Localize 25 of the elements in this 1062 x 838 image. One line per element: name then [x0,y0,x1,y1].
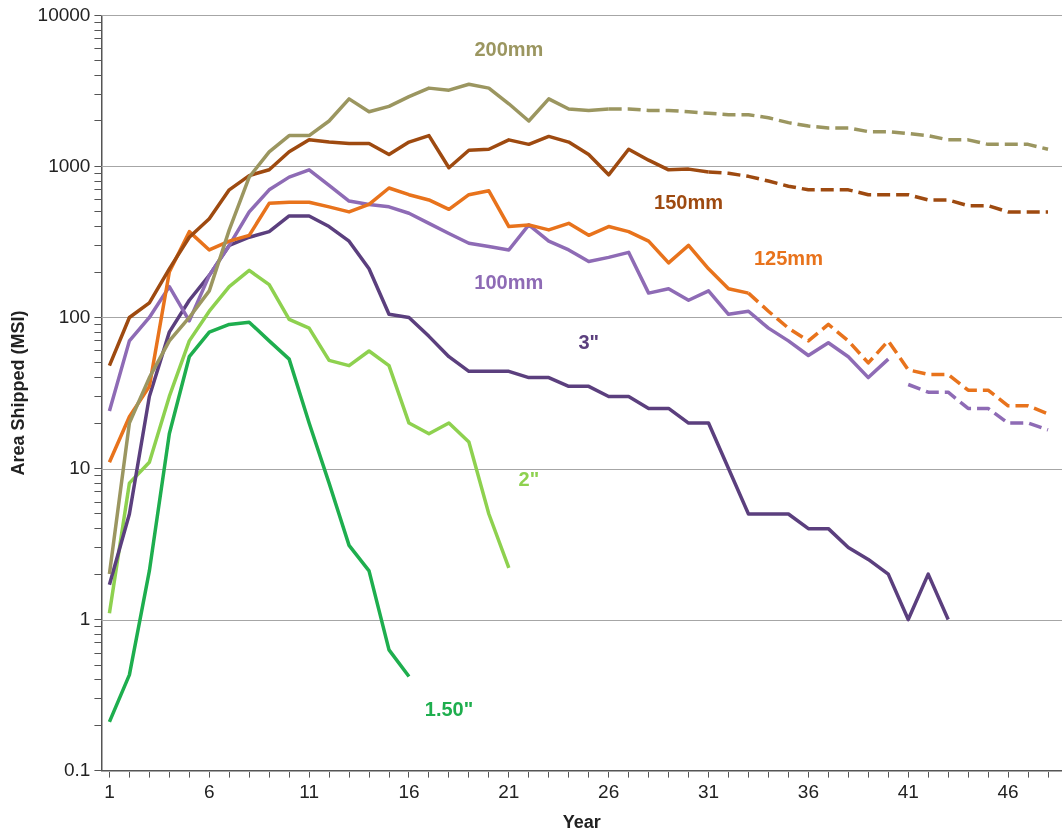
x-axis-title: Year [562,812,601,833]
y-tick-label: 0.1 [64,758,91,780]
y-tick-label: 100 [58,305,91,327]
y-tick-label: 10 [69,456,91,478]
x-tick-label: 41 [897,781,919,803]
y-tick-label: 10000 [37,3,91,25]
x-tick-label: 26 [598,781,620,803]
series-label: 1.50" [424,697,474,720]
x-tick-label: 31 [697,781,720,803]
y-axis-title: Area Shipped (MSI) [7,310,28,476]
x-tick-label: 16 [398,781,420,803]
series-label: 125mm [754,246,823,269]
series-label: 150mm [654,191,724,214]
x-tick-label: 1 [104,781,115,803]
series-label: 3" [578,331,600,354]
x-tick-label: 36 [797,781,819,803]
series-label: 2" [518,467,540,490]
x-tick-label: 11 [299,781,319,803]
x-tick-label: 46 [997,781,1019,803]
series-label: 100mm [474,271,544,294]
x-tick-label: 21 [498,781,520,803]
y-tick-label: 1000 [48,154,91,176]
series-label: 200mm [474,37,544,60]
y-tick-label: 1 [79,607,91,629]
x-tick-label: 6 [203,781,215,803]
